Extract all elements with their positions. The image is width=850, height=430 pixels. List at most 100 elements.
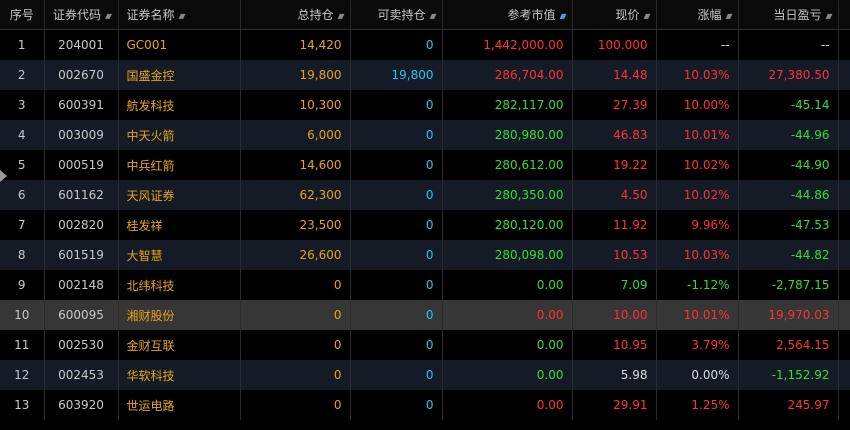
table-row[interactable]: 11 002530 金财互联 0 0 0.00 10.95 3.79% 2,564.15 bbox=[0, 330, 850, 360]
cell-total: 6,000 bbox=[240, 120, 351, 150]
cell-total: 62,300 bbox=[240, 180, 351, 210]
cell-code: 002148 bbox=[44, 270, 119, 300]
header-filler bbox=[838, 0, 850, 30]
table-header-row: 序号 证券代码 ▴▾ 证券名称 ▴▾ 总持仓 ▴▾ 可卖持仓 ▴▾ 参考市值 ▴▾ 现价 ▴… bbox=[0, 0, 850, 30]
row-pointer-icon bbox=[0, 170, 7, 182]
table-row[interactable]: 13 603920 世运电路 0 0 0.00 29.91 1.25% 245.97 bbox=[0, 390, 850, 420]
cell-code: 002530 bbox=[44, 330, 119, 360]
cell-filler bbox=[838, 90, 850, 120]
cell-code: 003009 bbox=[44, 120, 119, 150]
sort-updown-icon: ▴▾ bbox=[725, 11, 732, 22]
cell-change: 1.25% bbox=[656, 390, 739, 420]
cell-value: 286,704.00 bbox=[442, 60, 573, 90]
cell-code: 002820 bbox=[44, 210, 119, 240]
sort-updown-icon: ▴▾ bbox=[429, 11, 436, 22]
cell-value: 280,120.00 bbox=[442, 210, 573, 240]
cell-available: 0 bbox=[350, 330, 443, 360]
cell-available: 0 bbox=[350, 180, 443, 210]
cell-available: 0 bbox=[350, 270, 443, 300]
cell-code: 600095 bbox=[44, 300, 119, 330]
cell-pnl: -44.90 bbox=[738, 150, 839, 180]
cell-price: 100.000 bbox=[572, 29, 657, 60]
cell-value: 280,980.00 bbox=[442, 120, 573, 150]
cell-change: -- bbox=[656, 29, 739, 60]
sort-updown-icon: ▴▾ bbox=[337, 11, 344, 22]
table-row[interactable]: 7 002820 桂发祥 23,500 0 280,120.00 11.92 9.96% -47… bbox=[0, 210, 850, 240]
cell-change: 9.96% bbox=[656, 210, 739, 240]
cell-pnl: -- bbox=[738, 29, 839, 60]
cell-filler bbox=[838, 29, 850, 60]
cell-price: 19.22 bbox=[572, 150, 657, 180]
cell-available: 0 bbox=[350, 300, 443, 330]
cell-pnl: 2,564.15 bbox=[738, 330, 839, 360]
cell-code: 603920 bbox=[44, 390, 119, 420]
table-body: 1 204001 GC001 14,420 0 1,442,000.00 100.000 --… bbox=[0, 29, 850, 420]
cell-seq: 10 bbox=[0, 300, 45, 330]
table-row[interactable]: 12 002453 华软科技 0 0 0.00 5.98 0.00% -1,152.92 bbox=[0, 360, 850, 390]
cell-pnl: -45.14 bbox=[738, 90, 839, 120]
cell-seq: 3 bbox=[0, 90, 45, 120]
holdings-table: 序号 证券代码 ▴▾ 证券名称 ▴▾ 总持仓 ▴▾ 可卖持仓 ▴▾ 参考市值 ▴▾ 现价 ▴… bbox=[0, 0, 850, 420]
cell-total: 0 bbox=[240, 330, 351, 360]
cell-change: 10.02% bbox=[656, 180, 739, 210]
cell-available: 0 bbox=[350, 390, 443, 420]
table-row[interactable]: 10 600095 湘财股份 0 0 0.00 10.00 10.01% 19,970.03 bbox=[0, 300, 850, 330]
cell-pnl: 19,970.03 bbox=[738, 300, 839, 330]
cell-code: 002670 bbox=[44, 60, 119, 90]
cell-price: 4.50 bbox=[572, 180, 657, 210]
cell-total: 0 bbox=[240, 270, 351, 300]
cell-price: 46.83 bbox=[572, 120, 657, 150]
cell-available: 19,800 bbox=[350, 60, 443, 90]
cell-total: 10,300 bbox=[240, 90, 351, 120]
header-price[interactable]: 现价 ▴▾ bbox=[572, 0, 657, 30]
cell-seq: 4 bbox=[0, 120, 45, 150]
cell-name: 中兵红箭 bbox=[118, 150, 241, 180]
cell-pnl: -44.96 bbox=[738, 120, 839, 150]
table-row[interactable]: 2 002670 国盛金控 19,800 19,800 286,704.00 14.48 10… bbox=[0, 60, 850, 90]
header-value[interactable]: 参考市值 ▴▾ bbox=[442, 0, 573, 30]
cell-total: 0 bbox=[240, 300, 351, 330]
cell-seq: 1 bbox=[0, 29, 45, 60]
table-row[interactable]: 3 600391 航发科技 10,300 0 282,117.00 27.39 10.00% -… bbox=[0, 90, 850, 120]
cell-name: 国盛金控 bbox=[118, 60, 241, 90]
table-row[interactable]: 5 000519 中兵红箭 14,600 0 280,612.00 19.22 10.02% -… bbox=[0, 150, 850, 180]
header-name[interactable]: 证券名称 ▴▾ bbox=[118, 0, 241, 30]
table-row[interactable]: 8 601519 大智慧 26,600 0 280,098.00 10.53 10.03% -4… bbox=[0, 240, 850, 270]
cell-total: 14,420 bbox=[240, 29, 351, 60]
cell-price: 29.91 bbox=[572, 390, 657, 420]
cell-name: GC001 bbox=[118, 29, 241, 60]
cell-name: 大智慧 bbox=[118, 240, 241, 270]
cell-seq: 12 bbox=[0, 360, 45, 390]
header-code[interactable]: 证券代码 ▴▾ bbox=[44, 0, 119, 30]
cell-name: 中天火箭 bbox=[118, 120, 241, 150]
cell-code: 601162 bbox=[44, 180, 119, 210]
cell-value: 282,117.00 bbox=[442, 90, 573, 120]
cell-seq: 11 bbox=[0, 330, 45, 360]
cell-price: 7.09 bbox=[572, 270, 657, 300]
cell-pnl: -1,152.92 bbox=[738, 360, 839, 390]
cell-change: 10.00% bbox=[656, 90, 739, 120]
cell-name: 航发科技 bbox=[118, 90, 241, 120]
cell-price: 10.95 bbox=[572, 330, 657, 360]
cell-seq: 9 bbox=[0, 270, 45, 300]
header-pnl[interactable]: 当日盈亏 ▴▾ bbox=[738, 0, 839, 30]
table-row[interactable]: 6 601162 天风证券 62,300 0 280,350.00 4.50 10.02% -4… bbox=[0, 180, 850, 210]
cell-price: 11.92 bbox=[572, 210, 657, 240]
cell-seq: 5 bbox=[0, 150, 45, 180]
header-available[interactable]: 可卖持仓 ▴▾ bbox=[350, 0, 443, 30]
table-row[interactable]: 9 002148 北纬科技 0 0 0.00 7.09 -1.12% -2,787.15 bbox=[0, 270, 850, 300]
sort-updown-icon: ▴▾ bbox=[104, 11, 112, 22]
cell-change: 3.79% bbox=[656, 330, 739, 360]
sort-updown-icon: ▴▾ bbox=[825, 11, 832, 22]
cell-change: 0.00% bbox=[656, 360, 739, 390]
cell-value: 280,612.00 bbox=[442, 150, 573, 180]
cell-total: 19,800 bbox=[240, 60, 351, 90]
cell-value: 280,098.00 bbox=[442, 240, 573, 270]
cell-filler bbox=[838, 360, 850, 390]
table-row[interactable]: 4 003009 中天火箭 6,000 0 280,980.00 46.83 10.01% -4… bbox=[0, 120, 850, 150]
header-seq[interactable]: 序号 bbox=[0, 0, 45, 30]
sort-updown-icon: ▴▾ bbox=[643, 11, 650, 22]
table-row[interactable]: 1 204001 GC001 14,420 0 1,442,000.00 100.000 --… bbox=[0, 29, 850, 60]
header-change[interactable]: 涨幅 ▴▾ bbox=[656, 0, 739, 30]
header-total[interactable]: 总持仓 ▴▾ bbox=[240, 0, 351, 30]
